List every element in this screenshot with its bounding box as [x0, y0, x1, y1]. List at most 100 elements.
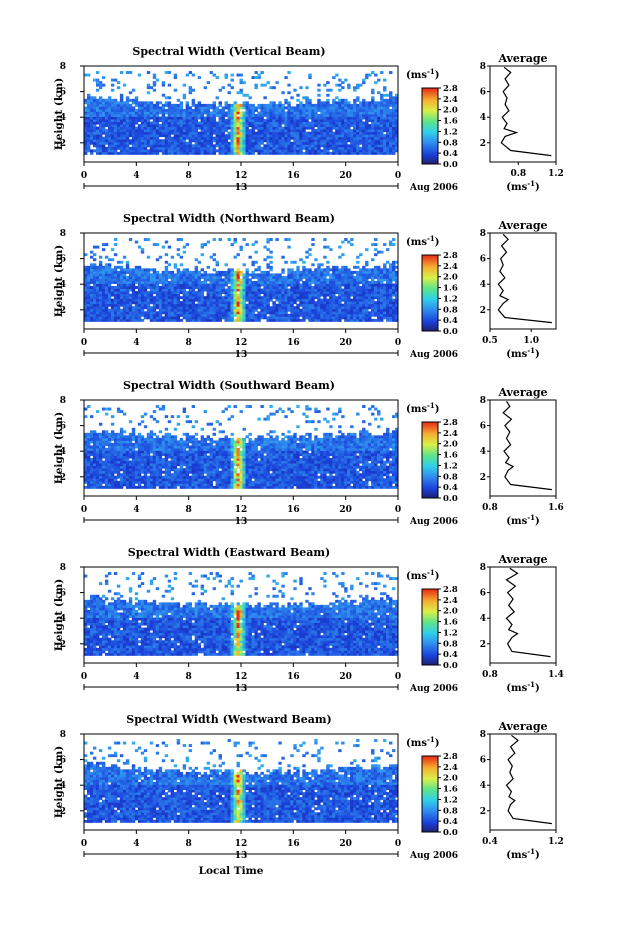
- heatmap-cell: [338, 131, 342, 135]
- heatmap-cell: [389, 298, 393, 302]
- heatmap-cell: [338, 303, 342, 307]
- heatmap-cell: [335, 101, 339, 105]
- heatmap-cell: [395, 281, 399, 284]
- heatmap-cell: [281, 146, 285, 150]
- heatmap-cell: [299, 124, 303, 128]
- heatmap-cell: [92, 78, 97, 82]
- heatmap-cell: [356, 126, 360, 130]
- heatmap-cell: [347, 86, 351, 90]
- heatmap-cell: [140, 250, 145, 254]
- heatmap-cell: [308, 151, 312, 155]
- heatmap-cell: [281, 139, 285, 143]
- heatmap-cell: [239, 298, 243, 302]
- heatmap-cell: [104, 450, 109, 454]
- heatmap-cell: [266, 106, 270, 110]
- heatmap-cell: [272, 318, 276, 322]
- heatmap-cell: [353, 286, 357, 289]
- heatmap-cell: [386, 111, 390, 115]
- heatmap-cell: [134, 141, 139, 145]
- heatmap-cell: [365, 151, 369, 155]
- heatmap-cell: [158, 119, 163, 122]
- heatmap-cell: [84, 141, 88, 145]
- heatmap-cell: [188, 308, 193, 312]
- heatmap-cell: [383, 93, 387, 97]
- heatmap-cell: [386, 275, 390, 279]
- heatmap-cell: [263, 114, 267, 117]
- heatmap-cell: [290, 260, 294, 264]
- heatmap-cell: [302, 288, 306, 292]
- heatmap-cell: [212, 126, 216, 130]
- heatmap-cell: [119, 303, 124, 307]
- heatmap-cell: [146, 119, 151, 122]
- heatmap-cell: [392, 141, 396, 145]
- heatmap-cell: [125, 296, 130, 300]
- heatmap-cell: [326, 121, 330, 125]
- heatmap-cell: [263, 134, 267, 138]
- heatmap-cell: [311, 103, 315, 107]
- heatmap-cell: [161, 291, 166, 295]
- heatmap-cell: [116, 463, 121, 467]
- heatmap-cell: [167, 111, 172, 115]
- heatmap-cell: [191, 121, 196, 125]
- heatmap-cell: [131, 136, 136, 140]
- heatmap-cell: [167, 270, 172, 274]
- heatmap-cell: [128, 103, 133, 107]
- heatmap-cell: [215, 288, 219, 292]
- heatmap-cell: [290, 308, 294, 312]
- heatmap-cell: [257, 268, 261, 272]
- heatmap-cell: [239, 124, 243, 128]
- heatmap-cell: [143, 275, 148, 279]
- heatmap-cell: [128, 306, 133, 310]
- heatmap-cell: [84, 306, 88, 310]
- heatmap-cell: [269, 255, 273, 259]
- heatmap-cell: [113, 108, 118, 112]
- heatmap-cell: [155, 129, 160, 133]
- heatmap-cell: [302, 311, 306, 315]
- heatmap-cell: [110, 463, 115, 467]
- heatmap-cell: [257, 119, 261, 122]
- heatmap-cell: [299, 103, 303, 107]
- heatmap-cell: [158, 298, 163, 302]
- heatmap-cell: [161, 275, 166, 279]
- heatmap-cell: [212, 296, 216, 300]
- heatmap-cell: [347, 240, 351, 244]
- heatmap-cell: [107, 316, 112, 320]
- heatmap-cell: [200, 286, 205, 289]
- heatmap-cell: [110, 88, 115, 92]
- heatmap-cell: [206, 283, 210, 287]
- heatmap-cell: [395, 288, 399, 292]
- heatmap-cell: [110, 98, 115, 102]
- heatmap-cell: [335, 308, 339, 312]
- heatmap-cell: [257, 313, 261, 317]
- heatmap-cell: [143, 144, 148, 148]
- heatmap-cell: [215, 270, 219, 274]
- heatmap-cell: [98, 281, 103, 284]
- heatmap-cell: [350, 308, 354, 312]
- heatmap-cell: [131, 146, 136, 150]
- heatmap-cell: [107, 106, 112, 110]
- heatmap-cell: [263, 108, 267, 112]
- heatmap-cell: [338, 88, 342, 92]
- heatmap-cell: [332, 286, 336, 289]
- heatmap-cell: [170, 311, 175, 315]
- heatmap-cell: [203, 298, 208, 302]
- heatmap-cell: [263, 131, 267, 135]
- heatmap-cell: [155, 293, 160, 297]
- heatmap-cell: [389, 139, 393, 143]
- heatmap-cell: [197, 131, 202, 135]
- heatmap-cell: [134, 126, 139, 130]
- heatmap-cell: [164, 278, 169, 282]
- heatmap-cell: [89, 437, 94, 441]
- heatmap-cell: [95, 483, 100, 487]
- heatmap-cell: [338, 288, 342, 292]
- heatmap-cell: [119, 455, 124, 459]
- colorbar-tick-label: 2.4: [443, 262, 458, 272]
- panel-title: Spectral Width (Northward Beam): [123, 212, 335, 225]
- heatmap-cell: [299, 116, 303, 120]
- heatmap-cell: [302, 316, 306, 320]
- heatmap-cell: [197, 286, 202, 289]
- heatmap-cell: [188, 121, 193, 125]
- heatmap-cell: [131, 151, 136, 155]
- heatmap-cell: [338, 146, 342, 150]
- heatmap-cell: [89, 151, 94, 155]
